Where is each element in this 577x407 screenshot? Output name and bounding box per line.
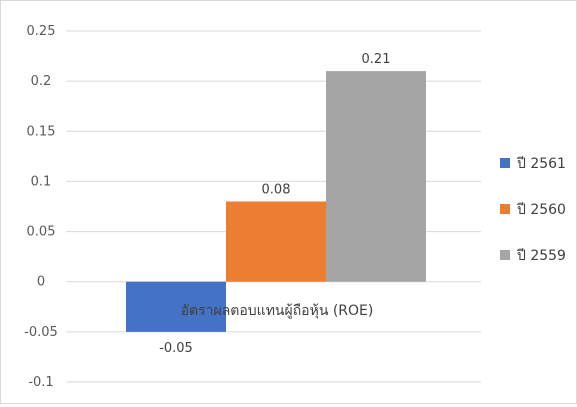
category-label: อัตราผลตอบแทนผู้ถือหุ้น (ROE) <box>181 303 374 319</box>
bar <box>326 71 426 282</box>
legend-swatch <box>500 158 510 168</box>
legend-swatch <box>500 250 510 260</box>
data-labels: -0.05 0.08 0.21 <box>159 52 390 356</box>
y-tick-label: 0.25 <box>27 24 56 39</box>
legend: ปี 2561 ปี 2560 ปี 2559 <box>500 156 566 264</box>
legend-label: ปี 2559 <box>517 248 566 264</box>
y-tick-label: 0 <box>37 275 45 290</box>
y-tick-label: 0.05 <box>27 225 56 240</box>
y-tick-label: 0.1 <box>31 174 52 189</box>
data-label: 0.08 <box>262 182 291 197</box>
bar <box>226 201 326 282</box>
legend-label: ปี 2560 <box>517 202 566 218</box>
data-label: -0.05 <box>159 341 193 356</box>
legend-label: ปี 2561 <box>517 156 566 172</box>
y-tick-label: 0.15 <box>27 124 56 139</box>
legend-swatch <box>500 204 510 214</box>
data-label: 0.21 <box>362 52 391 67</box>
bar <box>126 281 226 332</box>
y-tick-label: -0.1 <box>28 375 53 390</box>
y-axis-tick-labels: -0.1 -0.05 0 0.05 0.1 0.15 0.2 0.25 <box>24 24 58 390</box>
y-tick-label: 0.2 <box>31 74 52 89</box>
y-tick-label: -0.05 <box>24 325 58 340</box>
bars <box>126 71 426 332</box>
